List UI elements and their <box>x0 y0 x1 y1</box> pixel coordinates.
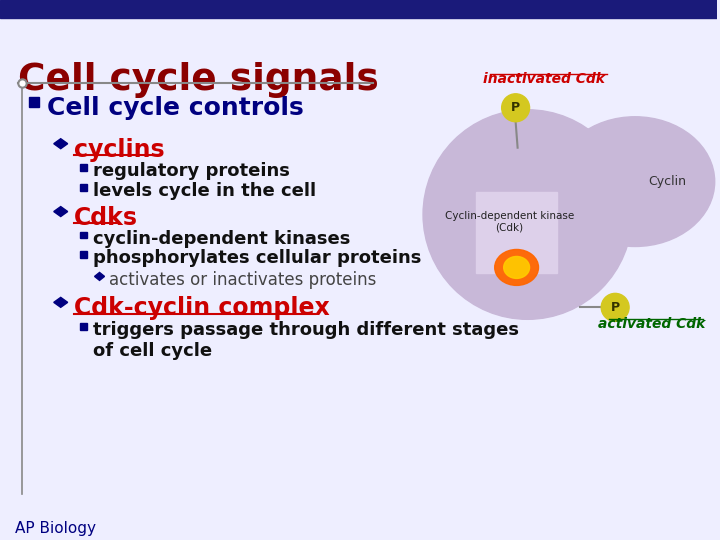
Text: Cyclin-dependent kinase
(Cdk): Cyclin-dependent kinase (Cdk) <box>445 211 575 232</box>
Text: levels cycle in the cell: levels cycle in the cell <box>93 181 315 200</box>
Circle shape <box>423 110 632 319</box>
Bar <box>0 0 716 18</box>
Text: Cyclin: Cyclin <box>648 175 686 188</box>
FancyBboxPatch shape <box>476 192 557 273</box>
Text: AP Biology: AP Biology <box>15 521 96 536</box>
Ellipse shape <box>555 117 715 246</box>
Text: Cdk-cyclin complex: Cdk-cyclin complex <box>73 296 330 320</box>
Text: P: P <box>611 301 620 314</box>
Bar <box>80 184 86 191</box>
Polygon shape <box>54 207 68 217</box>
Text: activates or inactivates proteins: activates or inactivates proteins <box>109 272 377 289</box>
Circle shape <box>601 293 629 321</box>
Bar <box>29 97 39 107</box>
Text: cyclin-dependent kinases: cyclin-dependent kinases <box>93 230 350 247</box>
Text: triggers passage through different stages
of cell cycle: triggers passage through different stage… <box>93 321 518 360</box>
Text: activated Cdk: activated Cdk <box>598 318 706 332</box>
Text: phosphorylates cellular proteins: phosphorylates cellular proteins <box>93 249 421 267</box>
Ellipse shape <box>495 249 539 286</box>
Text: Cell cycle controls: Cell cycle controls <box>47 96 304 120</box>
Ellipse shape <box>504 256 529 279</box>
Text: Cell cycle signals: Cell cycle signals <box>18 62 379 98</box>
Bar <box>80 252 86 259</box>
Text: Cdks: Cdks <box>73 206 138 230</box>
Bar <box>80 232 86 239</box>
Polygon shape <box>54 298 68 307</box>
Polygon shape <box>94 272 104 280</box>
Text: inactivated Cdk: inactivated Cdk <box>484 72 606 86</box>
Circle shape <box>502 94 529 122</box>
Polygon shape <box>54 139 68 148</box>
Bar <box>80 164 86 171</box>
Text: P: P <box>511 102 520 114</box>
Text: cyclins: cyclins <box>73 138 164 161</box>
Bar <box>80 323 86 330</box>
Text: regulatory proteins: regulatory proteins <box>93 161 289 180</box>
